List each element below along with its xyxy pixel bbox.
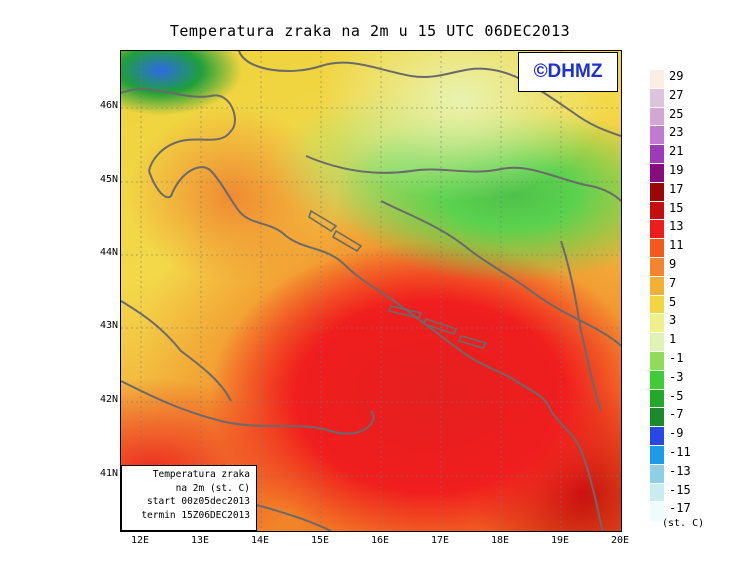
legend-swatch [650,69,664,89]
legend-label: 7 [669,275,677,290]
legend-swatch [650,313,664,333]
legend-label: 21 [669,144,684,159]
legend-swatch [650,445,664,465]
legend-label: 3 [669,313,677,328]
legend-swatch [650,275,664,296]
legend-label: -11 [669,445,691,459]
dhmz-logo: ©DHMZ [518,52,618,92]
coastlines [121,51,621,531]
legend-swatch [650,144,664,164]
legend-swatch [650,87,664,108]
legend-label: 11 [669,238,684,253]
x-tick-13e: 13E [190,535,210,546]
info-line-4: termin 15Z06DEC2013 [141,509,250,521]
map-grid [121,51,621,531]
legend-swatch [650,463,664,484]
y-tick-43n: 43N [99,320,118,331]
x-tick-18e: 18E [490,535,510,546]
legend-swatch [650,426,664,446]
legend-label: 17 [669,181,684,196]
legend-label: 13 [669,219,684,234]
legend-swatch [650,351,664,371]
map-overlay [121,51,621,531]
x-tick-20e: 20E [610,535,630,546]
islands [308,209,488,349]
temperature-map: ©DHMZ Temperatura zraka na 2m (st. C) st… [120,50,622,532]
legend-label: 29 [669,69,684,83]
x-tick-12e: 12E [130,535,150,546]
y-tick-41n: 41N [99,468,118,479]
legend-swatch [650,219,664,239]
y-tick-46n: 46N [99,100,118,111]
x-tick-15e: 15E [310,535,330,546]
info-line-3: start 00z05dec2013 [147,496,250,507]
legend-label: 15 [669,200,684,215]
legend-label: 19 [669,163,684,177]
x-tick-14e: 14E [250,535,270,546]
legend-label: -3 [669,369,684,384]
legend-swatch [650,332,664,352]
legend-swatch [650,294,664,314]
legend-label: -7 [669,407,684,422]
legend-swatch [650,369,664,390]
x-tick-17e: 17E [430,535,450,546]
y-tick-44n: 44N [99,247,118,258]
legend-label: -1 [669,351,684,365]
map-title: Temperatura zraka na 2m u 15 UTC 06DEC20… [169,22,571,40]
legend-label: -15 [669,482,691,497]
legend-swatch [650,163,664,183]
legend-swatch [650,257,664,277]
legend-label: -13 [669,463,691,478]
legend-label: -5 [669,388,684,403]
legend-label: 23 [669,125,684,140]
legend-label: 9 [669,257,677,271]
legend-label: -17 [669,501,691,516]
legend-swatch [650,501,664,521]
x-tick-16e: 16E [370,535,390,546]
legend-swatch [650,482,664,502]
legend-swatch [650,388,664,408]
y-tick-45n: 45N [99,174,118,185]
legend-unit: (st. C) [662,518,705,529]
legend-label: 1 [669,332,677,347]
legend-label: -9 [669,426,684,441]
x-tick-19e: 19E [550,535,570,546]
legend-label: 27 [669,87,684,102]
legend-swatch [650,125,664,145]
legend-label: 5 [669,294,677,309]
info-box: Temperatura zraka na 2m (st. C) start 00… [121,465,257,531]
legend-swatch [650,200,664,220]
legend-swatch [650,238,664,258]
legend-swatch [650,407,664,427]
dhmz-logo-text: ©DHMZ [533,61,603,82]
legend-swatch [650,106,664,126]
legend-label: 25 [669,106,684,121]
info-line-2: na 2m (st. C) [175,482,250,494]
y-tick-42n: 42N [99,394,118,405]
info-line-1: Temperatura zraka [152,469,250,480]
legend-swatch [650,181,664,202]
